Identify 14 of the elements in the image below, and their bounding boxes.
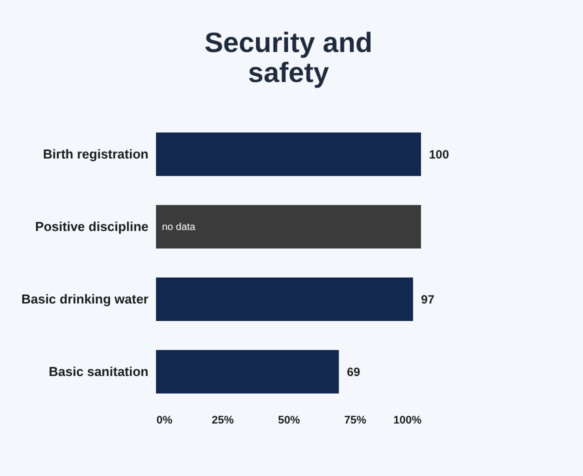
x-tick-label: 0% xyxy=(156,414,173,426)
data-label: 69 xyxy=(346,364,361,379)
annotation: no data xyxy=(162,222,196,233)
chart-title: Security and safety xyxy=(204,27,373,88)
data-label: 100 xyxy=(429,147,450,162)
x-tick-label: 25% xyxy=(212,414,234,426)
x-tick-label: 50% xyxy=(278,414,300,426)
y-tick-label: Basic drinking water xyxy=(21,291,148,306)
x-tick-label: 100% xyxy=(393,414,422,426)
data-label: 97 xyxy=(421,292,435,306)
y-tick-label: Birth registration xyxy=(43,146,149,162)
x-tick-label: 75% xyxy=(344,414,366,426)
y-tick-label: Positive discipline xyxy=(35,218,148,234)
y-tick-label: Basic sanitation xyxy=(48,364,149,379)
